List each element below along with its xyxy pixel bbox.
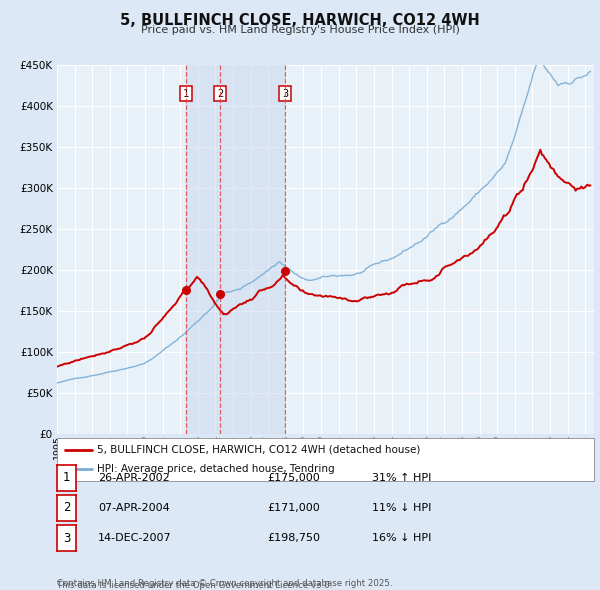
Text: 11% ↓ HPI: 11% ↓ HPI xyxy=(372,503,431,513)
Text: 26-APR-2002: 26-APR-2002 xyxy=(98,473,170,483)
Text: £198,750: £198,750 xyxy=(267,533,320,543)
Text: 3: 3 xyxy=(282,88,288,99)
Text: 16% ↓ HPI: 16% ↓ HPI xyxy=(372,533,431,543)
Text: 1: 1 xyxy=(63,471,70,484)
Text: Contains HM Land Registry data © Crown copyright and database right 2025.: Contains HM Land Registry data © Crown c… xyxy=(57,579,392,588)
Text: £171,000: £171,000 xyxy=(267,503,320,513)
Text: 2: 2 xyxy=(217,88,223,99)
Text: 07-APR-2004: 07-APR-2004 xyxy=(98,503,170,513)
Text: 14-DEC-2007: 14-DEC-2007 xyxy=(98,533,172,543)
Text: 3: 3 xyxy=(63,532,70,545)
Bar xyxy=(186,65,285,434)
Text: 2: 2 xyxy=(63,502,70,514)
Text: 1: 1 xyxy=(183,88,189,99)
Text: This data is licensed under the Open Government Licence v3.0.: This data is licensed under the Open Gov… xyxy=(57,581,332,590)
Text: 31% ↑ HPI: 31% ↑ HPI xyxy=(372,473,431,483)
Text: 5, BULLFINCH CLOSE, HARWICH, CO12 4WH (detached house): 5, BULLFINCH CLOSE, HARWICH, CO12 4WH (d… xyxy=(97,445,421,455)
Text: £175,000: £175,000 xyxy=(267,473,320,483)
Text: 5, BULLFINCH CLOSE, HARWICH, CO12 4WH: 5, BULLFINCH CLOSE, HARWICH, CO12 4WH xyxy=(120,13,480,28)
Text: HPI: Average price, detached house, Tendring: HPI: Average price, detached house, Tend… xyxy=(97,464,335,474)
Text: Price paid vs. HM Land Registry's House Price Index (HPI): Price paid vs. HM Land Registry's House … xyxy=(140,25,460,35)
